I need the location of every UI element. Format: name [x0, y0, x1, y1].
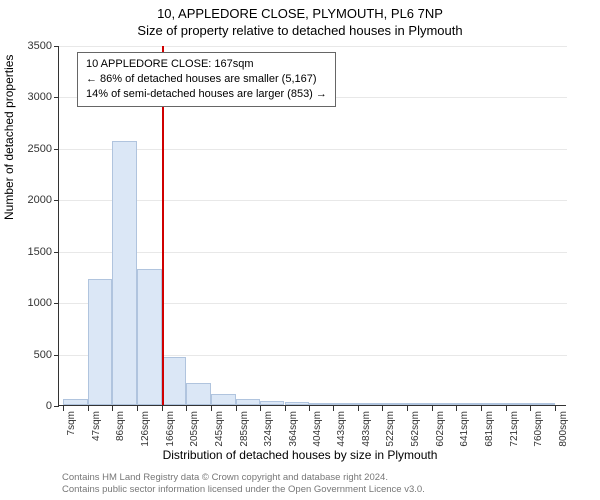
x-tick-label: 800sqm — [558, 411, 569, 447]
y-tick-label: 500 — [12, 349, 52, 361]
histogram-bar — [63, 399, 88, 405]
histogram-bar — [530, 403, 555, 405]
x-tick-mark — [432, 406, 433, 411]
x-tick-mark — [530, 406, 531, 411]
x-tick-label: 126sqm — [140, 411, 151, 447]
footer-line-1: Contains HM Land Registry data © Crown c… — [62, 472, 425, 484]
y-tick-label: 3000 — [12, 91, 52, 103]
x-tick-label: 443sqm — [336, 411, 347, 447]
annotation-line-2: ← 86% of detached houses are smaller (5,… — [86, 72, 327, 87]
x-tick-mark — [407, 406, 408, 411]
x-axis-label: Distribution of detached houses by size … — [0, 448, 600, 462]
x-tick-label: 721sqm — [509, 411, 520, 447]
x-tick-mark — [555, 406, 556, 411]
x-tick-label: 522sqm — [385, 411, 396, 447]
histogram-bar — [456, 403, 481, 405]
x-tick-label: 205sqm — [189, 411, 200, 447]
x-tick-mark — [285, 406, 286, 411]
x-tick-mark — [358, 406, 359, 411]
x-tick-label: 641sqm — [459, 411, 470, 447]
x-tick-mark — [186, 406, 187, 411]
x-tick-mark — [260, 406, 261, 411]
x-tick-label: 324sqm — [263, 411, 274, 447]
histogram-chart: 7sqm47sqm86sqm126sqm166sqm205sqm245sqm28… — [58, 46, 566, 406]
y-tick-mark — [54, 303, 59, 304]
attribution-footer: Contains HM Land Registry data © Crown c… — [62, 472, 425, 496]
x-tick-label: 562sqm — [410, 411, 421, 447]
histogram-bar — [137, 269, 162, 405]
x-tick-label: 681sqm — [484, 411, 495, 447]
y-tick-label: 3500 — [12, 40, 52, 52]
x-tick-label: 7sqm — [66, 411, 77, 435]
x-tick-label: 245sqm — [214, 411, 225, 447]
x-tick-mark — [112, 406, 113, 411]
x-tick-label: 86sqm — [115, 411, 126, 441]
y-tick-mark — [54, 97, 59, 98]
x-tick-label: 602sqm — [435, 411, 446, 447]
y-tick-mark — [54, 200, 59, 201]
x-tick-label: 483sqm — [361, 411, 372, 447]
x-tick-mark — [88, 406, 89, 411]
y-tick-mark — [54, 252, 59, 253]
x-tick-mark — [236, 406, 237, 411]
histogram-bar — [112, 141, 137, 405]
x-tick-label: 47sqm — [91, 411, 102, 441]
y-tick-label: 2000 — [12, 194, 52, 206]
y-tick-label: 0 — [12, 400, 52, 412]
y-tick-label: 1000 — [12, 297, 52, 309]
x-tick-mark — [456, 406, 457, 411]
gridline — [59, 46, 567, 47]
histogram-bar — [432, 403, 456, 405]
page-title-subtitle: Size of property relative to detached ho… — [0, 21, 600, 38]
annotation-line-3: 14% of semi-detached houses are larger (… — [86, 87, 327, 102]
x-tick-label: 364sqm — [288, 411, 299, 447]
x-tick-label: 760sqm — [533, 411, 544, 447]
histogram-bar — [309, 403, 333, 405]
x-tick-mark — [481, 406, 482, 411]
annotation-box: 10 APPLEDORE CLOSE: 167sqm← 86% of detac… — [77, 52, 336, 107]
y-tick-mark — [54, 149, 59, 150]
histogram-bar — [481, 403, 506, 405]
histogram-bar — [211, 394, 236, 405]
x-tick-mark — [309, 406, 310, 411]
x-tick-mark — [382, 406, 383, 411]
footer-line-2: Contains public sector information licen… — [62, 484, 425, 496]
x-tick-mark — [506, 406, 507, 411]
x-tick-label: 404sqm — [312, 411, 323, 447]
x-tick-label: 285sqm — [239, 411, 250, 447]
x-tick-mark — [137, 406, 138, 411]
histogram-bar — [260, 401, 285, 405]
plot-area: 7sqm47sqm86sqm126sqm166sqm205sqm245sqm28… — [58, 46, 566, 406]
histogram-bar — [333, 403, 358, 405]
x-tick-mark — [211, 406, 212, 411]
histogram-bar — [506, 403, 530, 405]
y-tick-mark — [54, 406, 59, 407]
histogram-bar — [358, 403, 382, 405]
histogram-bar — [162, 357, 186, 405]
y-tick-mark — [54, 355, 59, 356]
x-tick-label: 166sqm — [165, 411, 176, 447]
histogram-bar — [382, 403, 407, 405]
histogram-bar — [285, 402, 310, 405]
y-tick-label: 2500 — [12, 143, 52, 155]
y-tick-mark — [54, 46, 59, 47]
histogram-bar — [236, 399, 260, 405]
page-title-address: 10, APPLEDORE CLOSE, PLYMOUTH, PL6 7NP — [0, 0, 600, 21]
histogram-bar — [407, 403, 432, 405]
annotation-line-1: 10 APPLEDORE CLOSE: 167sqm — [86, 57, 327, 72]
x-tick-mark — [63, 406, 64, 411]
histogram-bar — [186, 383, 211, 405]
y-tick-label: 1500 — [12, 246, 52, 258]
histogram-bar — [88, 279, 112, 406]
x-tick-mark — [333, 406, 334, 411]
x-tick-mark — [162, 406, 163, 411]
